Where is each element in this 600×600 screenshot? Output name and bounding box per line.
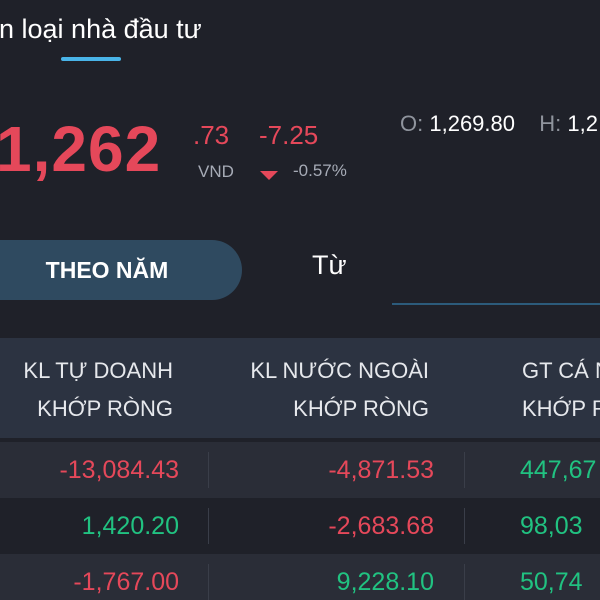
price-change-percent: -0.57% [293, 161, 347, 180]
open-value: 1,269.80 [429, 111, 515, 136]
price-change: -7.25 [259, 120, 319, 150]
open-label: O: [400, 111, 424, 136]
table-row[interactable]: 1,420.20 -2,683.68 98,03 [0, 498, 600, 554]
table-cell: 9,228.10 [336, 568, 434, 596]
index-price-decimal: .73 [193, 120, 230, 150]
column-divider [208, 452, 209, 488]
column-divider [464, 452, 465, 488]
column-header-individual-value[interactable]: GT CÁ N KHỚP R [522, 358, 600, 421]
high-label: H: [539, 111, 562, 136]
column-divider [464, 508, 465, 544]
column-divider [208, 508, 209, 544]
table-cell: 98,03 [520, 512, 583, 540]
table-header: KL TỰ DOANH KHỚP RÒNG KL NƯỚC NGOÀI KHỚP… [0, 338, 600, 438]
table-row[interactable]: -1,767.00 9,228.10 50,74 [0, 554, 600, 600]
table-cell: -2,683.68 [328, 512, 434, 540]
tab-by-year[interactable]: THEO NĂM [0, 240, 242, 300]
ohlc-summary: O: 1,269.80 H: 1,2 [400, 111, 598, 137]
table-row[interactable]: -13,084.43 -4,871.53 447,67 [0, 442, 600, 498]
table-cell: 447,67 [520, 456, 597, 484]
column-header-proprietary-volume[interactable]: KL TỰ DOANH KHỚP RÒNG [23, 358, 173, 421]
high-value: 1,2 [567, 111, 598, 136]
index-price: 1,262 [0, 113, 162, 185]
table-cell: -4,871.53 [328, 456, 434, 484]
table-cell: -1,767.00 [73, 568, 179, 596]
currency-label: VND [198, 162, 234, 181]
caret-down-icon [260, 171, 278, 180]
column-divider [464, 564, 465, 600]
active-tab-indicator [61, 57, 121, 61]
page-title[interactable]: n loại nhà đầu tư [0, 14, 202, 44]
column-divider [208, 564, 209, 600]
table-cell: 1,420.20 [81, 512, 179, 540]
column-header-foreign-volume[interactable]: KL NƯỚC NGOÀI KHỚP RÒNG [250, 358, 429, 421]
tab-from-date[interactable]: Từ [312, 250, 347, 280]
date-input-underline [392, 303, 600, 305]
table-cell: -13,084.43 [59, 456, 179, 484]
table-cell: 50,74 [520, 568, 583, 596]
